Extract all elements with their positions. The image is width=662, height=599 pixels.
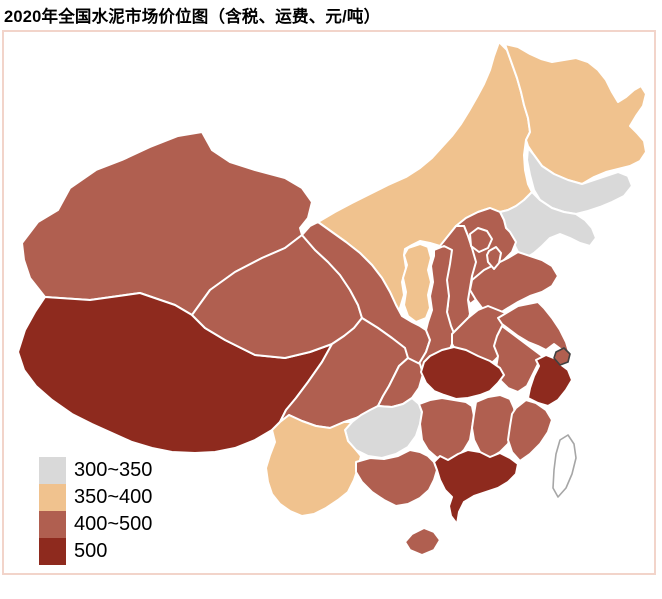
legend-swatch-350-400: [39, 484, 66, 511]
province-hainan: [404, 527, 441, 556]
province-taiwan: [552, 434, 577, 498]
province-shanghai: [553, 347, 571, 366]
legend: 300~350 350~400 400~500 500: [39, 457, 152, 565]
legend-item-300-350: 300~350: [39, 457, 152, 484]
province-yunnan: [265, 414, 362, 517]
legend-label-350-400: 350~400: [74, 486, 153, 508]
legend-item-350-400: 350~400: [39, 484, 152, 511]
legend-label-500: 500: [74, 540, 108, 562]
legend-item-500: 500: [39, 538, 152, 565]
chart-title: 2020年全国水泥市场价位图（含税、运费、元/吨）: [4, 8, 381, 26]
legend-swatch-400-500: [39, 511, 66, 538]
legend-item-400-500: 400~500: [39, 511, 152, 538]
province-hunan: [418, 397, 475, 462]
province-fujian: [507, 399, 553, 462]
legend-swatch-500: [39, 538, 66, 565]
legend-label-300-350: 300~350: [74, 459, 153, 481]
province-beijing: [469, 227, 493, 253]
province-guangxi: [355, 449, 438, 507]
province-anhui: [493, 325, 543, 393]
province-guangdong: [433, 449, 519, 525]
province-hubei: [420, 346, 505, 400]
legend-label-400-500: 400~500: [74, 513, 153, 535]
province-ningxia: [402, 243, 432, 323]
province-heilongjiang: [504, 43, 647, 185]
province-tianjin: [486, 246, 502, 270]
legend-swatch-300-350: [39, 457, 66, 484]
province-jiangxi: [471, 394, 517, 459]
